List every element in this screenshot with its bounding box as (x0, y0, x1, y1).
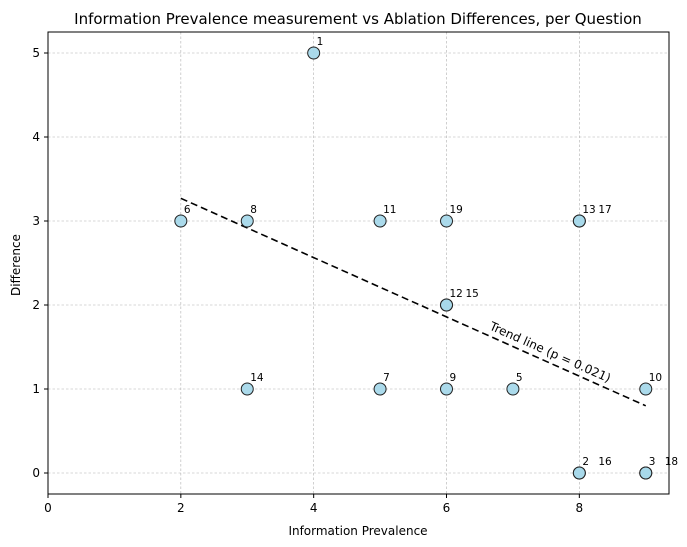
y-axis-label: Difference (9, 234, 23, 296)
point-label: 14 (250, 372, 264, 384)
y-tick-label: 4 (32, 130, 40, 144)
point-label: 9 (450, 372, 457, 384)
data-point (174, 214, 188, 228)
y-tick-label: 3 (32, 214, 40, 228)
y-tick-label: 5 (32, 46, 40, 60)
x-tick-label: 6 (443, 501, 451, 515)
y-tick-label: 2 (32, 298, 40, 312)
grid (48, 32, 669, 494)
data-point (572, 214, 586, 228)
point-label: 3 (649, 456, 656, 468)
data-point (506, 382, 520, 396)
data-points (174, 46, 653, 480)
point-label: 11 (383, 204, 396, 216)
data-point (240, 382, 254, 396)
point-label: 13 (582, 204, 595, 216)
point-label: 17 (598, 204, 611, 216)
data-point (373, 382, 387, 396)
plot-area-frame (47, 31, 670, 495)
y-tick-label: 1 (32, 382, 40, 396)
x-tick-label: 2 (177, 501, 185, 515)
data-point (572, 466, 586, 480)
point-label: 7 (383, 372, 390, 384)
trend-line-label: Trend line (p = 0.021) (487, 319, 613, 386)
data-point (440, 382, 454, 396)
point-label: 1 (317, 36, 324, 48)
data-point (639, 466, 653, 480)
data-point (440, 298, 454, 312)
point-label: 16 (598, 456, 612, 468)
point-label: 12 (450, 288, 463, 300)
x-axis-label: Information Prevalence (288, 524, 427, 538)
data-point (240, 214, 254, 228)
point-label: 2 (582, 456, 589, 468)
point-label: 10 (649, 372, 662, 384)
x-tick-label: 0 (44, 501, 52, 515)
point-label: 15 (466, 288, 479, 300)
data-point (440, 214, 454, 228)
point-label: 6 (184, 204, 191, 216)
data-point (639, 382, 653, 396)
x-tick-label: 8 (576, 501, 584, 515)
data-point (373, 214, 387, 228)
x-tick-label: 4 (310, 501, 318, 515)
point-label: 5 (516, 372, 523, 384)
trend-line (180, 197, 647, 407)
data-point (307, 46, 321, 60)
point-label: 19 (450, 204, 463, 216)
chart-title: Information Prevalence measurement vs Ab… (74, 10, 642, 28)
point-label: 8 (250, 204, 257, 216)
point-label: 18 (665, 456, 678, 468)
y-tick-label: 0 (32, 466, 40, 480)
